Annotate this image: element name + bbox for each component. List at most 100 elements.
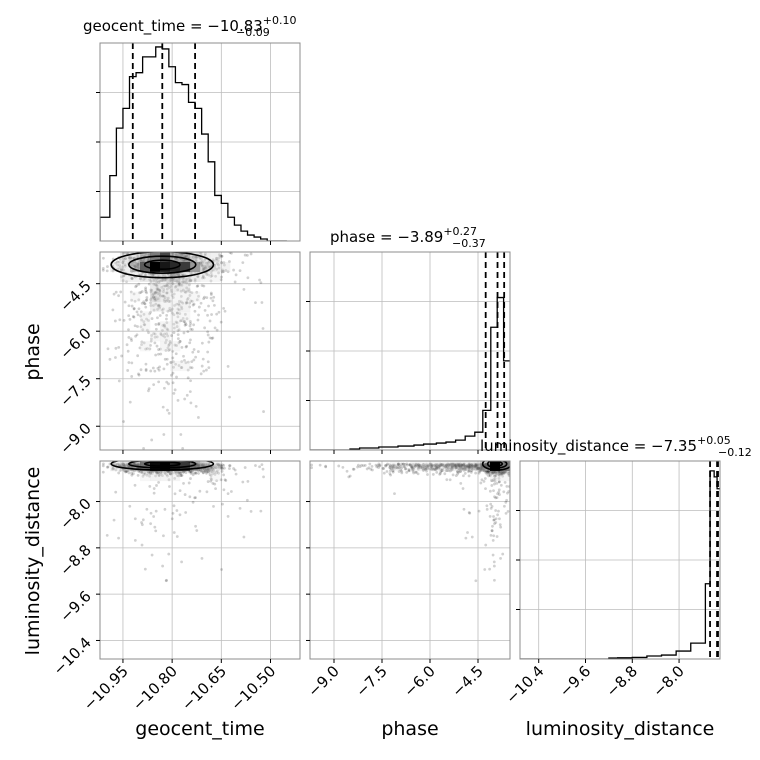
- scatter-phase-vs-luminosity-distance-point: [416, 463, 420, 467]
- scatter-phase-vs-luminosity-distance-point: [412, 467, 416, 471]
- scatter-geocent-time-vs-phase-point: [218, 254, 222, 258]
- scatter-geocent-time-vs-phase-point: [207, 304, 210, 308]
- scatter-geocent-time-vs-phase-point: [178, 281, 182, 285]
- scatter-geocent-time-vs-phase-point: [129, 290, 133, 294]
- scatter-geocent-time-vs-luminosity-distance-point: [126, 469, 130, 473]
- scatter-phase-vs-luminosity-distance-point: [483, 477, 487, 480]
- scatter-geocent-time-vs-phase-point: [166, 408, 169, 412]
- scatter-geocent-time-vs-phase-point: [165, 313, 169, 317]
- scatter-geocent-time-vs-phase-density-cell: [210, 271, 221, 282]
- scatter-phase-vs-luminosity-distance-point: [494, 496, 498, 500]
- scatter-phase-vs-luminosity-distance-point: [318, 463, 322, 467]
- scatter-geocent-time-vs-luminosity-distance-point: [215, 479, 219, 483]
- scatter-phase-vs-luminosity-distance-point: [462, 463, 465, 467]
- scatter-phase-vs-luminosity-distance-point: [439, 464, 443, 468]
- scatter-phase-vs-luminosity-distance-point: [453, 463, 457, 467]
- scatter-phase-vs-luminosity-distance-point: [477, 467, 480, 470]
- scatter-geocent-time-vs-luminosity-distance-point: [215, 463, 218, 467]
- scatter-geocent-time-vs-phase-point: [181, 447, 185, 450]
- scatter-phase-vs-luminosity-distance-density-cell: [430, 461, 441, 472]
- scatter-phase-vs-luminosity-distance-point: [439, 463, 443, 467]
- scatter-geocent-time-vs-phase-point: [166, 346, 170, 350]
- scatter-phase-vs-luminosity-distance-point: [460, 464, 463, 468]
- scatter-phase-vs-luminosity-distance-point: [496, 472, 499, 476]
- scatter-phase-vs-luminosity-distance-point: [352, 467, 356, 471]
- scatter-phase-vs-luminosity-distance-point: [467, 462, 471, 466]
- scatter-geocent-time-vs-luminosity-distance-point: [191, 500, 195, 504]
- scatter-geocent-time-vs-phase-point: [152, 383, 156, 387]
- scatter-phase-vs-luminosity-distance-point: [505, 484, 509, 488]
- scatter-geocent-time-vs-phase-point: [164, 341, 167, 345]
- scatter-phase-vs-luminosity-distance-point: [409, 463, 413, 467]
- scatter-phase-vs-luminosity-distance-point: [395, 466, 399, 470]
- scatter-geocent-time-vs-luminosity-distance-point: [159, 472, 163, 476]
- scatter-phase-vs-luminosity-distance-point: [385, 470, 389, 473]
- scatter-phase-vs-luminosity-distance-point: [468, 463, 472, 467]
- scatter-geocent-time-vs-luminosity-distance-point: [179, 474, 182, 477]
- scatter-geocent-time-vs-phase-point: [166, 284, 170, 288]
- scatter-geocent-time-vs-luminosity-distance-point: [216, 462, 220, 466]
- scatter-geocent-time-vs-phase-point: [119, 290, 123, 294]
- scatter-geocent-time-vs-phase-point: [139, 277, 143, 281]
- scatter-phase-vs-luminosity-distance-point: [388, 469, 392, 473]
- scatter-geocent-time-vs-phase-point: [153, 298, 157, 302]
- scatter-geocent-time-vs-phase-point: [192, 348, 196, 351]
- scatter-phase-vs-luminosity-distance-point: [415, 463, 419, 467]
- scatter-geocent-time-vs-phase-point: [122, 268, 126, 272]
- scatter-phase-vs-luminosity-distance-point: [468, 464, 472, 467]
- scatter-geocent-time-vs-phase-point: [135, 284, 139, 288]
- scatter-geocent-time-vs-luminosity-distance-density-cell: [210, 461, 221, 472]
- scatter-geocent-time-vs-phase-point: [212, 303, 216, 307]
- scatter-geocent-time-vs-luminosity-distance-point: [260, 463, 264, 467]
- scatter-geocent-time-vs-phase-point: [166, 298, 169, 302]
- scatter-phase-vs-luminosity-distance-point: [454, 466, 457, 470]
- scatter-phase-vs-luminosity-distance-point: [494, 509, 498, 512]
- scatter-geocent-time-vs-phase-point: [172, 391, 176, 395]
- scatter-phase-vs-luminosity-distance-point: [473, 462, 476, 466]
- xlabel-luminosity-distance: luminosity_distance: [526, 718, 715, 740]
- scatter-geocent-time-vs-luminosity-distance-point: [149, 522, 153, 526]
- scatter-geocent-time-vs-luminosity-distance-point: [165, 578, 168, 582]
- scatter-phase-vs-luminosity-distance-point: [493, 470, 497, 474]
- scatter-geocent-time-vs-phase-point: [154, 302, 158, 306]
- scatter-geocent-time-vs-phase-point: [185, 277, 189, 281]
- scatter-geocent-time-vs-luminosity-distance-point: [170, 517, 174, 521]
- scatter-phase-vs-luminosity-distance-point: [498, 523, 502, 527]
- scatter-geocent-time-vs-phase-point: [199, 301, 203, 305]
- scatter-phase-vs-luminosity-distance-point: [469, 469, 473, 473]
- scatter-geocent-time-vs-phase-point: [206, 350, 210, 354]
- scatter-geocent-time-vs-phase-density-cell: [180, 252, 191, 263]
- scatter-geocent-time-vs-luminosity-distance-point: [220, 568, 223, 571]
- scatter-phase-vs-luminosity-distance-point: [492, 489, 495, 493]
- scatter-phase-vs-luminosity-distance-point: [452, 464, 456, 467]
- scatter-geocent-time-vs-luminosity-distance-point: [194, 524, 197, 528]
- scatter-geocent-time-vs-phase-point: [106, 347, 110, 351]
- scatter-geocent-time-vs-luminosity-distance-point: [141, 518, 145, 522]
- scatter-phase-vs-luminosity-distance-point: [470, 466, 473, 470]
- scatter-geocent-time-vs-phase-point: [209, 296, 213, 300]
- scatter-phase-vs-luminosity-distance-point: [450, 464, 454, 468]
- scatter-geocent-time-vs-phase-point: [201, 276, 204, 280]
- scatter-geocent-time-vs-phase-point: [171, 296, 175, 299]
- scatter-geocent-time-vs-phase-point: [156, 366, 160, 370]
- scatter-geocent-time-vs-phase-point: [199, 372, 203, 376]
- scatter-geocent-time-vs-phase-point: [124, 252, 128, 255]
- scatter-phase-vs-luminosity-distance-point: [458, 467, 461, 471]
- scatter-phase-vs-luminosity-distance-point: [445, 466, 449, 470]
- scatter-geocent-time-vs-phase-point: [258, 278, 261, 282]
- scatter-geocent-time-vs-phase-point: [134, 285, 138, 289]
- scatter-geocent-time-vs-phase-density-cell: [180, 360, 191, 372]
- scatter-phase-vs-luminosity-distance-point: [444, 464, 448, 468]
- scatter-geocent-time-vs-phase-point: [183, 312, 187, 316]
- scatter-geocent-time-vs-phase-point: [181, 273, 185, 277]
- scatter-geocent-time-vs-phase-point: [142, 323, 146, 326]
- scatter-geocent-time-vs-phase-point: [120, 275, 123, 279]
- scatter-geocent-time-vs-phase-point: [188, 294, 192, 297]
- scatter-phase-vs-luminosity-distance-point: [425, 463, 429, 467]
- scatter-geocent-time-vs-phase-point: [178, 283, 182, 287]
- scatter-phase-vs-luminosity-distance-point: [422, 466, 426, 469]
- scatter-geocent-time-vs-phase-point: [182, 354, 185, 358]
- scatter-geocent-time-vs-phase-point: [195, 290, 199, 294]
- scatter-phase-vs-luminosity-distance-point: [324, 465, 328, 469]
- scatter-phase-vs-luminosity-distance-point: [505, 470, 508, 474]
